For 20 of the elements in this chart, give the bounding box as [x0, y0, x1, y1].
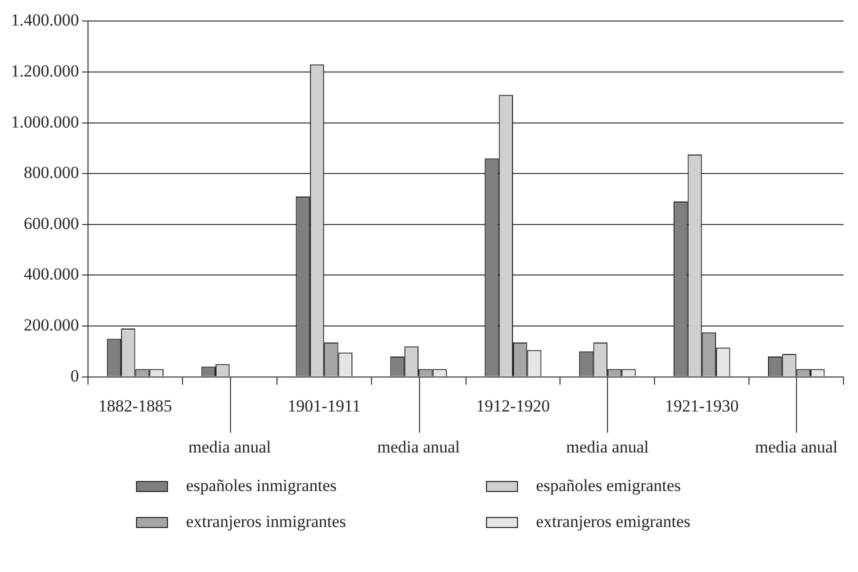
y-tick-label: 1.200.000 — [11, 61, 79, 80]
x-tick-label: media anual — [377, 437, 460, 456]
legend-label: extranjeros emigrantes — [536, 512, 690, 532]
x-tick-label: 1882-1885 — [98, 396, 172, 416]
y-tick-label: 200.000 — [24, 315, 79, 334]
x-tick-label: 1921-1930 — [665, 396, 739, 416]
y-tick-label: 800.000 — [24, 163, 79, 182]
legend-label: españoles emigrantes — [536, 476, 681, 496]
y-tick-label: 400.000 — [24, 264, 79, 284]
y-tick-label: 1.000.000 — [11, 112, 79, 132]
y-tick-label: 1.400.000 — [11, 10, 79, 30]
x-tick-label: 1912-1920 — [476, 396, 550, 416]
x-tick-label: 1901-1911 — [288, 396, 361, 416]
x-tick-label: media anual — [566, 437, 650, 456]
y-tick-label: 600.000 — [24, 214, 79, 233]
legend-label: extranjeros inmigrantes — [186, 512, 346, 532]
x-tick-label: media anual — [188, 437, 272, 456]
y-tick-label: 0 — [70, 366, 79, 386]
legend-label: españoles inmigrantes — [186, 476, 337, 496]
x-tick-label: media anual — [755, 437, 838, 456]
